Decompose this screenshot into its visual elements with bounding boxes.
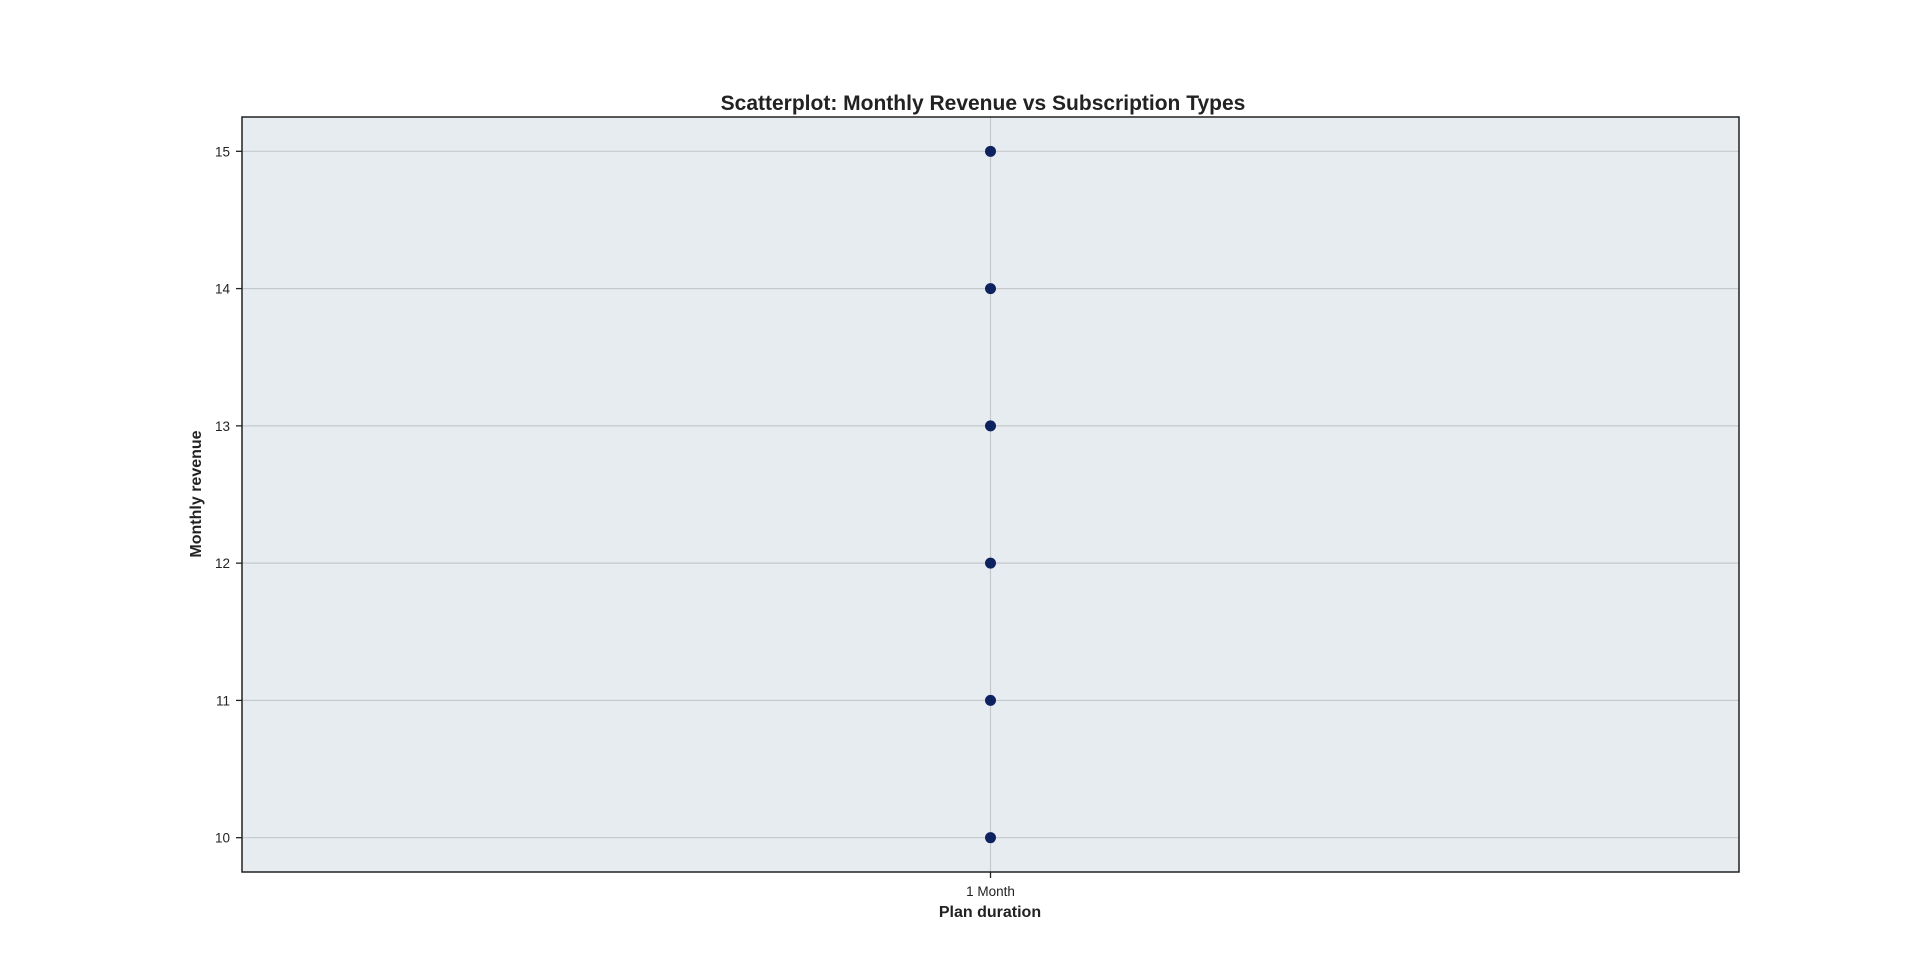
data-point: [985, 145, 996, 157]
axis-ticks: 10 11 12 13 14 15 1 Month: [215, 144, 1015, 899]
chart-title: Scatterplot: Monthly Revenue vs Subscrip…: [721, 92, 1246, 115]
data-points: [985, 145, 996, 844]
data-point: [985, 420, 996, 432]
data-point: [985, 694, 996, 706]
data-point: [985, 557, 996, 569]
data-point: [985, 832, 996, 844]
y-axis-label: Monthly revenue: [188, 430, 205, 557]
y-tick-label: 14: [215, 282, 231, 297]
data-point: [985, 283, 996, 295]
y-tick-label: 13: [215, 419, 230, 434]
y-tick-label: 15: [215, 144, 230, 159]
x-tick-label: 1 Month: [966, 884, 1015, 899]
y-tick-label: 10: [215, 831, 230, 846]
x-axis-label: Plan duration: [939, 904, 1041, 921]
y-tick-label: 12: [215, 556, 230, 571]
y-tick-label: 11: [216, 693, 230, 708]
